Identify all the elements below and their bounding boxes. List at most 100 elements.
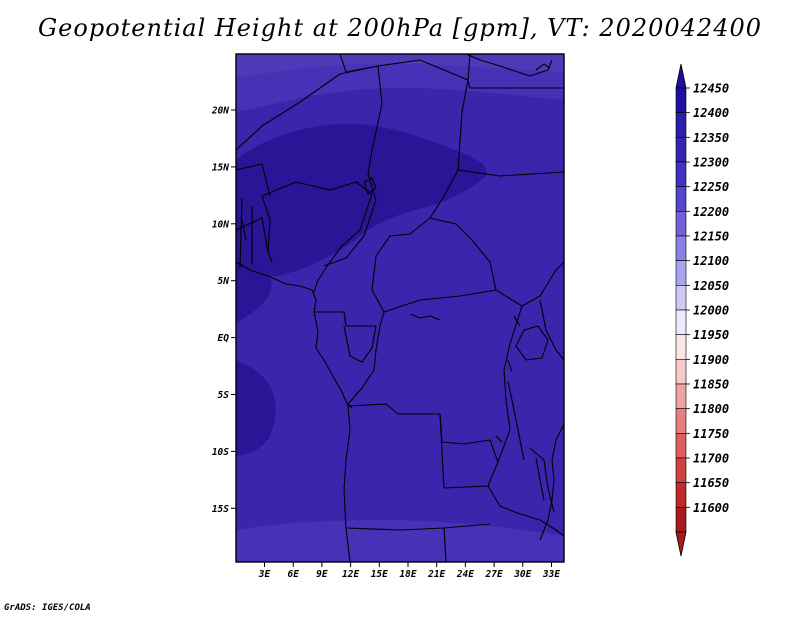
colorbar-label: 11800 — [693, 402, 729, 416]
grads-credit: GrADS: IGES/COLA — [4, 603, 91, 613]
colorbar-segment — [675, 186, 687, 212]
colorbar: 12450 12400 12350 12300 12250 12200 12150 12100… — [675, 63, 729, 557]
border-algeria-libya — [339, 54, 347, 73]
border-niger-nigeria — [261, 181, 373, 197]
border-car-south — [383, 289, 523, 313]
colorbar-segment — [675, 161, 687, 187]
colorbar-segment — [675, 383, 687, 409]
lon-tick-label: 27E — [485, 569, 503, 580]
colorbar-top-triangle — [675, 63, 687, 89]
colorbar-label: 11900 — [693, 353, 729, 367]
colorbar-label: 12250 — [693, 180, 729, 194]
colorbar-label: 12000 — [693, 304, 729, 318]
border-angola-zambia — [439, 413, 499, 489]
coast-east — [539, 423, 564, 541]
lon-tick-label: 33E — [542, 569, 560, 580]
border-benin — [261, 195, 273, 263]
border-congo-drc — [347, 325, 381, 409]
colorbar-segment — [675, 260, 687, 286]
border-ss-ethiopia — [521, 261, 564, 307]
colorbar-segment — [675, 482, 687, 508]
colorbar-label: 11700 — [693, 452, 729, 466]
lat-tick-label: 5S — [218, 390, 230, 401]
border-sudan-car — [429, 217, 497, 291]
colorbar-segment — [675, 457, 687, 483]
congo-river — [409, 313, 441, 321]
coast-red-sea — [465, 54, 553, 77]
lat-tick-label: EQ — [218, 333, 230, 344]
colorbar-segment — [675, 433, 687, 459]
colorbar-label: 11950 — [693, 328, 729, 342]
colorbar-bottom-triangle — [675, 531, 687, 557]
lat-tick-label: 10N — [212, 219, 229, 230]
latitude-axis: 20N 15N 10N 5N EQ 5S 10S 15S — [211, 106, 236, 515]
field-base — [236, 54, 564, 562]
lake-malawi — [535, 457, 545, 501]
lon-tick-label: 9E — [316, 569, 328, 580]
field-north-band — [236, 54, 564, 112]
lake-chad — [363, 177, 377, 195]
colorbar-label: 11850 — [693, 378, 729, 392]
colorbar-label: 12050 — [693, 279, 729, 293]
lat-tick-label: 10S — [212, 447, 229, 458]
longitude-axis: 3E 6E 9E 12E 15E 18E 21E 24E 27E 30E 33E — [258, 562, 560, 580]
border-mali-niger — [236, 163, 271, 197]
colorbar-segment — [675, 359, 687, 385]
lon-tick-label: 3E — [258, 569, 271, 580]
colorbar-label: 11750 — [693, 427, 729, 441]
lat-tick-label: 15S — [212, 504, 229, 515]
field-north-top — [236, 54, 564, 78]
lat-tick-label: 15N — [212, 162, 229, 173]
field-sahel-max — [236, 123, 487, 282]
field-guinea-max — [236, 260, 272, 322]
map-title: Geopotential Height at 200hPa [gpm], VT:… — [38, 14, 762, 42]
lake-albert — [513, 315, 521, 327]
lake-victoria — [515, 325, 549, 361]
colorbar-segment — [675, 408, 687, 434]
lon-tick-label: 30E — [513, 569, 531, 580]
colorbar-segment — [675, 87, 687, 113]
lake-mweru — [495, 435, 503, 443]
coast-west-africa — [236, 261, 351, 562]
border-egypt-sudan — [467, 79, 564, 89]
colorbar-label: 12150 — [693, 230, 729, 244]
colorbar-label: 12300 — [693, 156, 729, 170]
colorbar-label: 12350 — [693, 131, 729, 145]
lat-tick-label: 20N — [211, 106, 229, 117]
border-cameroon-car — [371, 255, 385, 327]
border-chad-west — [323, 65, 383, 267]
lon-tick-label: 15E — [371, 569, 388, 580]
country-borders — [236, 54, 564, 562]
border-mozambique — [539, 519, 564, 537]
lake-volta — [241, 219, 247, 241]
colorbar-segment — [675, 211, 687, 237]
colorbar-segment — [675, 309, 687, 335]
border-gabon-congo — [343, 325, 377, 363]
lake-kivu — [507, 359, 513, 373]
border-angola-namibia — [345, 523, 491, 531]
border-western-sahel — [236, 217, 269, 253]
border-uganda-kenya — [539, 299, 564, 361]
colorbar-segment — [675, 334, 687, 360]
colorbar-label: 12450 — [693, 82, 729, 96]
border-ghana — [239, 197, 243, 269]
lon-tick-label: 12E — [342, 569, 359, 580]
geopotential-field — [236, 54, 564, 562]
border-libya-niger — [345, 54, 471, 81]
lat-tick-label: 5N — [218, 276, 230, 287]
colorbar-label: 12400 — [693, 106, 729, 120]
colorbar-segment — [675, 235, 687, 261]
colorbar-segment — [675, 285, 687, 311]
lon-tick-label: 21E — [427, 569, 445, 580]
colorbar-label: 11600 — [693, 501, 729, 515]
lon-tick-label: 6E — [287, 569, 299, 580]
border-zambia-zimbabwe — [487, 485, 541, 521]
colorbar-label: 12100 — [693, 254, 729, 268]
field-south-band — [236, 520, 564, 562]
border-south-sudan — [457, 169, 564, 177]
map-frame — [235, 53, 565, 563]
lake-tanganyika — [507, 381, 525, 461]
colorbar-segment — [675, 137, 687, 163]
border-tanzania-malawi — [529, 447, 555, 513]
